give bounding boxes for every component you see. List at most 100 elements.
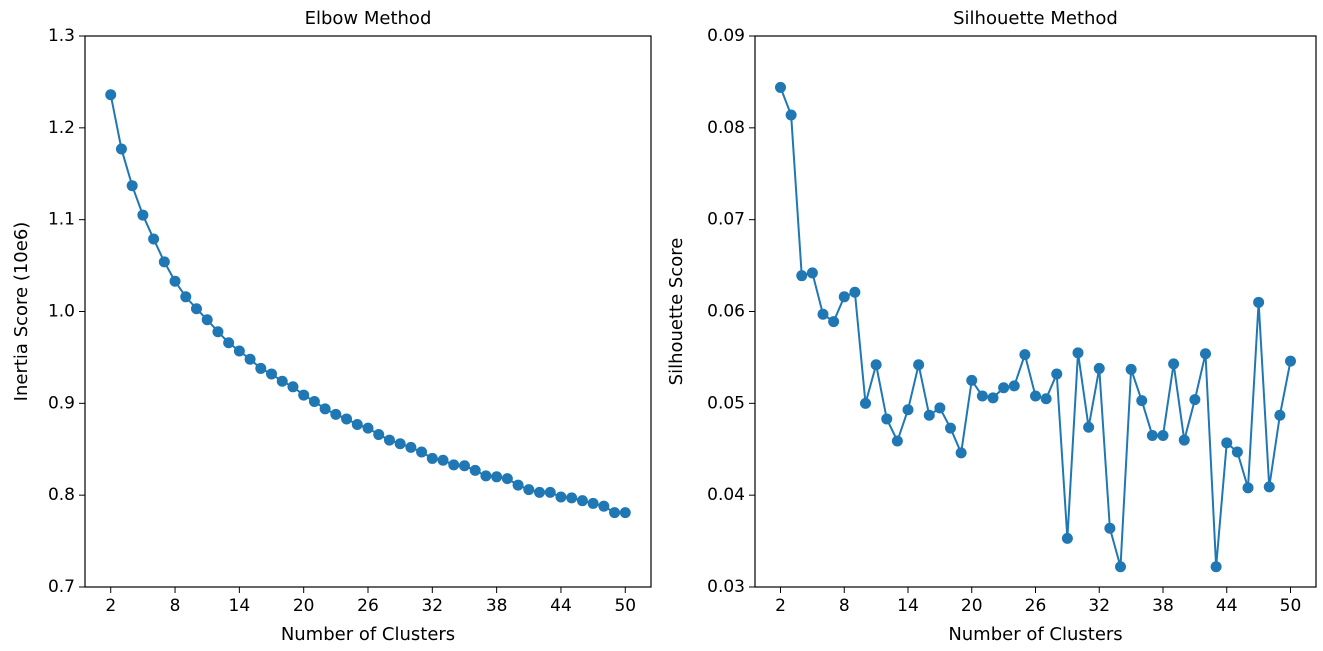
marker — [598, 500, 610, 512]
x-tick-label: 14 — [897, 596, 919, 616]
chart-title: Silhouette Method — [953, 8, 1118, 29]
marker — [223, 337, 235, 349]
marker — [796, 270, 808, 282]
marker — [619, 507, 631, 519]
marker — [480, 470, 492, 482]
y-tick-label: 0.09 — [707, 26, 745, 46]
marker — [881, 413, 893, 425]
marker — [1019, 349, 1031, 361]
marker — [587, 497, 599, 509]
y-tick-label: 0.07 — [707, 210, 745, 230]
marker — [458, 460, 470, 472]
marker — [1253, 296, 1265, 308]
marker — [1242, 482, 1254, 494]
marker — [115, 143, 127, 155]
marker — [838, 291, 850, 303]
marker — [1008, 380, 1020, 392]
marker — [180, 291, 192, 303]
marker — [126, 180, 138, 192]
marker — [544, 486, 556, 498]
marker — [609, 507, 621, 519]
x-tick-label: 26 — [357, 596, 379, 616]
marker — [105, 89, 117, 101]
x-tick-label: 8 — [170, 596, 181, 616]
y-tick-label: 1.0 — [48, 302, 75, 322]
marker — [1136, 395, 1148, 407]
marker — [1115, 561, 1126, 573]
marker — [148, 233, 160, 245]
marker — [437, 454, 449, 466]
marker — [341, 413, 353, 425]
marker — [212, 326, 224, 338]
marker — [501, 473, 513, 485]
marker — [891, 435, 903, 447]
y-tick-label: 1.2 — [48, 118, 75, 138]
y-axis-label: Silhouette Score — [666, 238, 687, 386]
marker — [913, 359, 925, 371]
marker — [1030, 390, 1041, 402]
x-tick-label: 26 — [1025, 596, 1047, 616]
x-tick-label: 38 — [1152, 596, 1174, 616]
y-tick-label: 0.03 — [707, 577, 745, 597]
marker — [373, 429, 385, 441]
marker — [955, 447, 967, 459]
x-tick-label: 50 — [1280, 596, 1302, 616]
line — [779, 87, 1292, 568]
marker — [849, 286, 861, 298]
marker — [405, 441, 417, 453]
marker — [1168, 358, 1180, 370]
marker — [287, 381, 299, 393]
x-tick-label: 32 — [1088, 596, 1110, 616]
marker — [1263, 481, 1275, 493]
marker — [394, 438, 406, 450]
marker — [902, 404, 914, 416]
x-tick-label: 32 — [421, 596, 443, 616]
marker — [491, 471, 503, 483]
marker — [576, 495, 588, 507]
x-tick-label: 14 — [229, 596, 251, 616]
y-tick-label: 0.7 — [48, 577, 75, 597]
y-tick-label: 0.08 — [707, 118, 745, 138]
marker — [233, 345, 245, 357]
marker — [266, 368, 278, 380]
marker — [945, 422, 956, 434]
x-tick-label: 38 — [486, 596, 508, 616]
marker — [190, 303, 202, 315]
marker — [244, 353, 256, 365]
plot-frame — [84, 35, 652, 588]
marker — [1093, 362, 1105, 374]
marker — [1104, 522, 1116, 534]
x-tick-label: 20 — [961, 596, 983, 616]
marker — [1189, 394, 1201, 406]
marker — [976, 390, 988, 402]
marker — [1200, 348, 1211, 360]
y-tick-label: 0.04 — [707, 485, 745, 505]
marker — [555, 491, 567, 503]
marker — [934, 402, 946, 414]
y-tick-label: 0.05 — [707, 393, 745, 413]
marker — [785, 109, 797, 121]
marker — [1083, 421, 1095, 433]
marker — [383, 434, 395, 446]
marker — [1221, 437, 1233, 449]
marker — [1285, 355, 1296, 367]
marker — [1072, 347, 1084, 359]
marker — [512, 479, 524, 491]
marker — [255, 362, 267, 374]
line — [109, 94, 626, 514]
x-tick-label: 20 — [293, 596, 315, 616]
x-tick-label: 44 — [1216, 596, 1238, 616]
marker — [308, 395, 320, 407]
marker — [1051, 368, 1063, 380]
marker — [319, 403, 331, 415]
marker — [276, 375, 288, 387]
marker — [534, 486, 546, 498]
y-axis-label: Inertia Score (10e6) — [11, 222, 32, 402]
marker — [817, 308, 829, 320]
marker — [966, 374, 978, 386]
marker — [1157, 429, 1169, 441]
y-tick-label: 0.9 — [48, 393, 75, 413]
x-tick-label: 50 — [614, 596, 636, 616]
marker — [806, 267, 818, 279]
